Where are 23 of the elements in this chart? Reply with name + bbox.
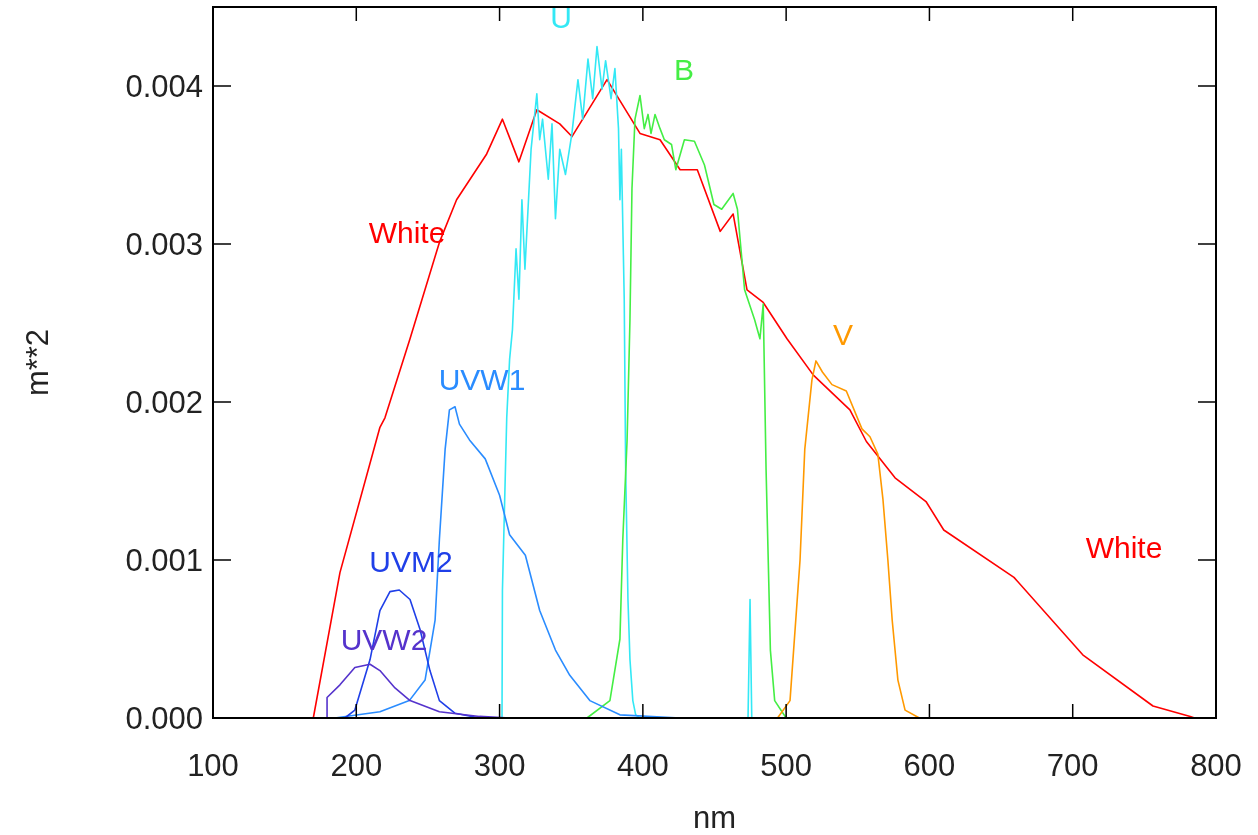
line-series bbox=[776, 360, 921, 719]
series-label: V bbox=[832, 318, 854, 351]
line-series bbox=[586, 94, 787, 719]
y-tick-label: 0.002 bbox=[125, 384, 203, 420]
x-tick-label: 700 bbox=[1046, 748, 1099, 783]
line-series bbox=[312, 78, 1196, 719]
x-tick-label: 400 bbox=[616, 748, 669, 783]
series-label: U bbox=[550, 1, 572, 34]
x-tick-label: 800 bbox=[1190, 748, 1242, 783]
y-tick-label: 0.004 bbox=[125, 68, 203, 104]
x-tick-label: 500 bbox=[760, 748, 813, 783]
y-tick-label: 0.000 bbox=[125, 700, 203, 736]
x-tick-label: 100 bbox=[187, 748, 239, 783]
series-label: B bbox=[673, 53, 695, 86]
x-axis-title: nm bbox=[692, 800, 737, 835]
y-axis-title: m**2 bbox=[20, 328, 55, 397]
text: White bbox=[1085, 531, 1163, 564]
x-tick-label: 600 bbox=[903, 748, 956, 783]
y-tick-label: 0.001 bbox=[125, 542, 203, 578]
series-label: White bbox=[368, 216, 446, 249]
y-tick-label: 0.003 bbox=[125, 226, 203, 262]
x-tick-label: 300 bbox=[473, 748, 526, 783]
x-tick-label: 200 bbox=[330, 748, 383, 783]
